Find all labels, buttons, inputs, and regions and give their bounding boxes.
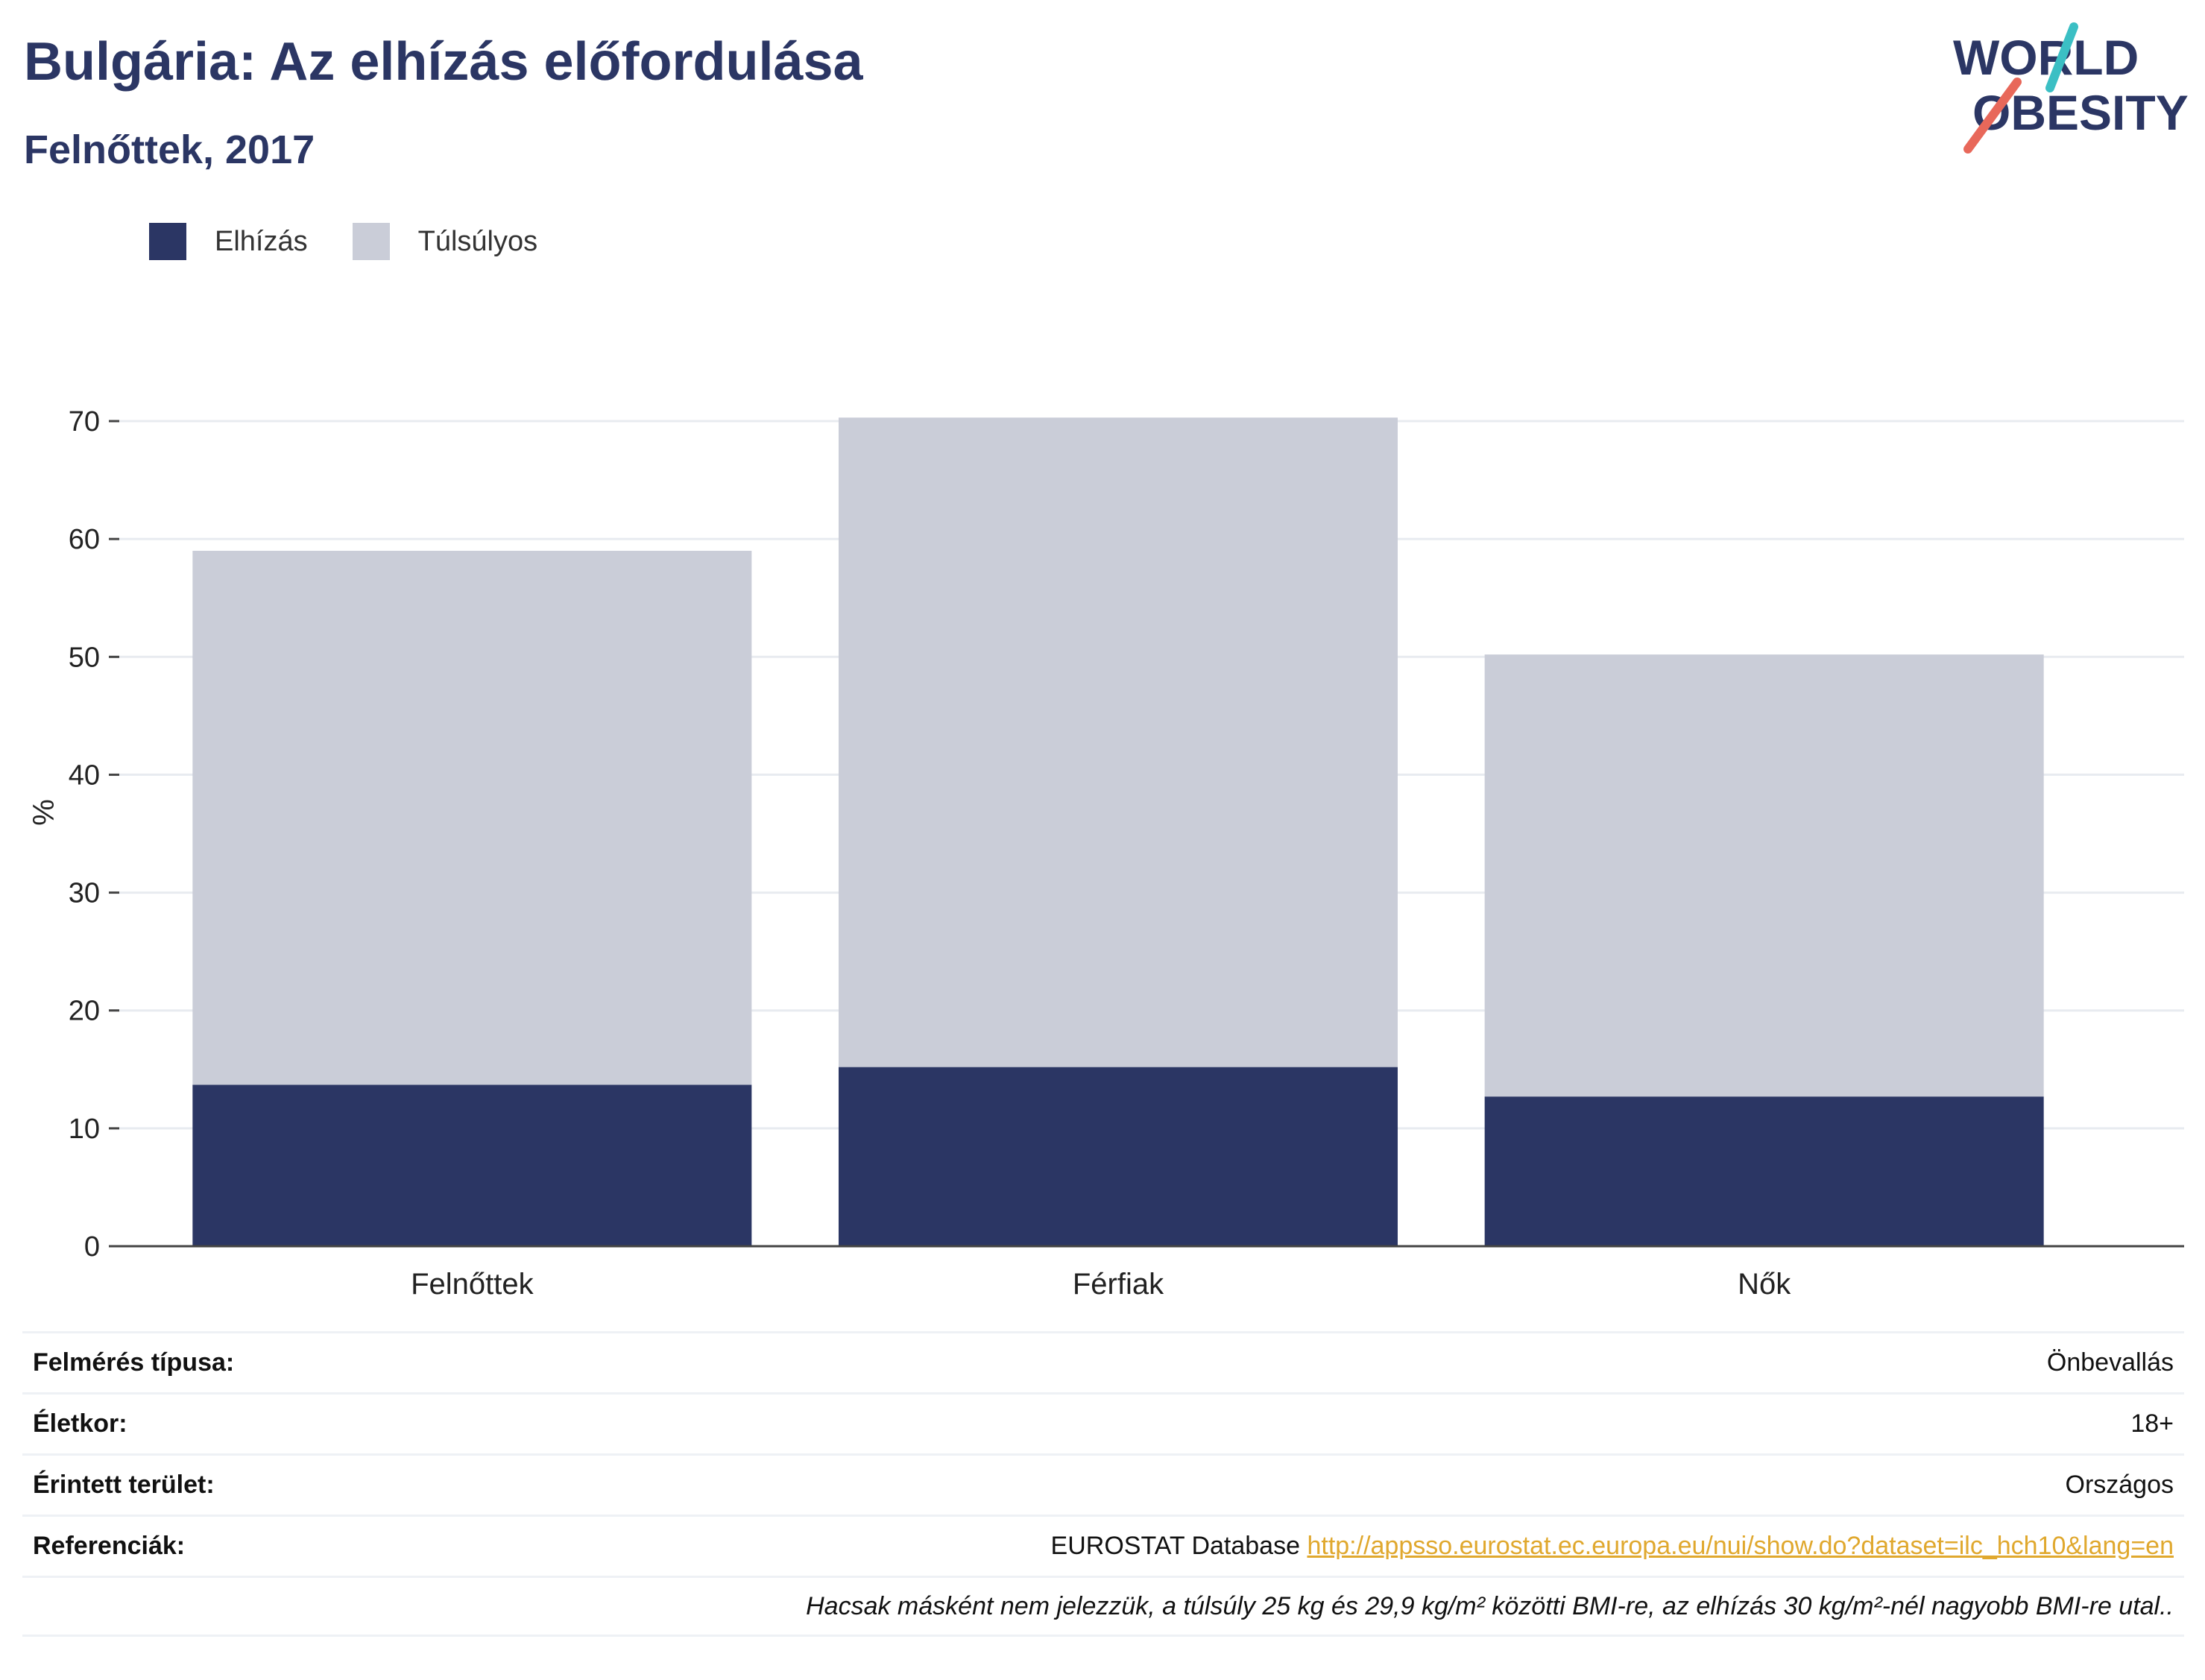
y-tick-label: 0 — [84, 1231, 100, 1263]
y-tick-label: 40 — [69, 760, 100, 791]
chart-subtitle: Felnőttek, 2017 — [24, 127, 315, 172]
bmi-note: Hacsak másként nem jelezzük, a túlsúly 2… — [806, 1591, 2174, 1620]
logo-slash-teal — [2045, 22, 2078, 92]
bar-overweight — [192, 550, 752, 1085]
logo-line1: WORLD — [1953, 30, 2139, 85]
bars — [192, 417, 2044, 1246]
legend-item-obesity: Elhízás — [149, 223, 308, 260]
references-label: Referenciák: — [33, 1532, 186, 1560]
area-label: Érintett terület: — [33, 1471, 215, 1499]
info-row-age: Életkor: 18+ — [22, 1392, 2184, 1453]
references-value: EUROSTAT Database http://appsso.eurostat… — [1051, 1532, 2174, 1561]
bar-obesity — [1484, 1096, 2044, 1246]
logo-slash-red — [1963, 78, 2022, 154]
references-source: EUROSTAT Database — [1050, 1532, 1301, 1560]
legend-swatch-overweight — [352, 223, 390, 260]
legend-label-obesity: Elhízás — [215, 225, 308, 257]
bar-obesity — [192, 1084, 752, 1246]
age-value: 18+ — [2130, 1409, 2174, 1438]
survey-type-label: Felmérés típusa: — [33, 1348, 235, 1377]
bar-overweight — [1484, 654, 2044, 1097]
legend-swatch-obesity — [149, 223, 186, 260]
survey-type-value: Önbevallás — [2046, 1348, 2174, 1377]
world-obesity-logo: WORLD OBESITY — [1953, 22, 2189, 154]
y-tick-label: 30 — [69, 878, 100, 909]
y-tick-label: 10 — [69, 1114, 100, 1145]
y-tick-label: 70 — [69, 406, 100, 438]
legend-item-overweight: Túlsúlyos — [352, 223, 538, 260]
y-tick-label: 20 — [69, 996, 100, 1027]
x-tick-label: Felnőttek — [411, 1268, 534, 1301]
chart-title: Bulgária: Az elhízás előfordulása — [24, 32, 863, 92]
legend-label-overweight: Túlsúlyos — [417, 225, 538, 257]
x-tick-label: Nők — [1738, 1268, 1791, 1301]
bar-chart: 0 10 20 30 40 50 60 70 Felnőttek Férfiak Nők % — [28, 406, 2184, 1301]
area-value: Országos — [2065, 1471, 2174, 1499]
info-table: Felmérés típusa: Önbevallás Életkor: 18+… — [22, 1331, 2184, 1637]
y-tick-labels: 0 10 20 30 40 50 60 70 — [69, 406, 119, 1263]
bar-overweight — [839, 417, 1398, 1067]
info-row-references: Referenciák: EUROSTAT Database http://ap… — [22, 1515, 2184, 1576]
age-label: Életkor: — [33, 1409, 127, 1438]
x-tick-labels: Felnőttek Férfiak Nők — [411, 1268, 1791, 1301]
bar-obesity — [839, 1067, 1398, 1246]
references-link[interactable]: http://appsso.eurostat.ec.europa.eu/nui/… — [1307, 1532, 2174, 1560]
info-row-note: Hacsak másként nem jelezzük, a túlsúly 2… — [22, 1576, 2184, 1637]
chart-legend: Elhízás Túlsúlyos — [149, 221, 582, 262]
info-row-area: Érintett terület: Országos — [22, 1453, 2184, 1515]
x-tick-label: Férfiak — [1073, 1268, 1164, 1301]
info-row-survey-type: Felmérés típusa: Önbevallás — [22, 1331, 2184, 1392]
y-tick-label: 60 — [69, 524, 100, 555]
y-axis-label: % — [28, 799, 60, 826]
y-tick-label: 50 — [69, 642, 100, 673]
